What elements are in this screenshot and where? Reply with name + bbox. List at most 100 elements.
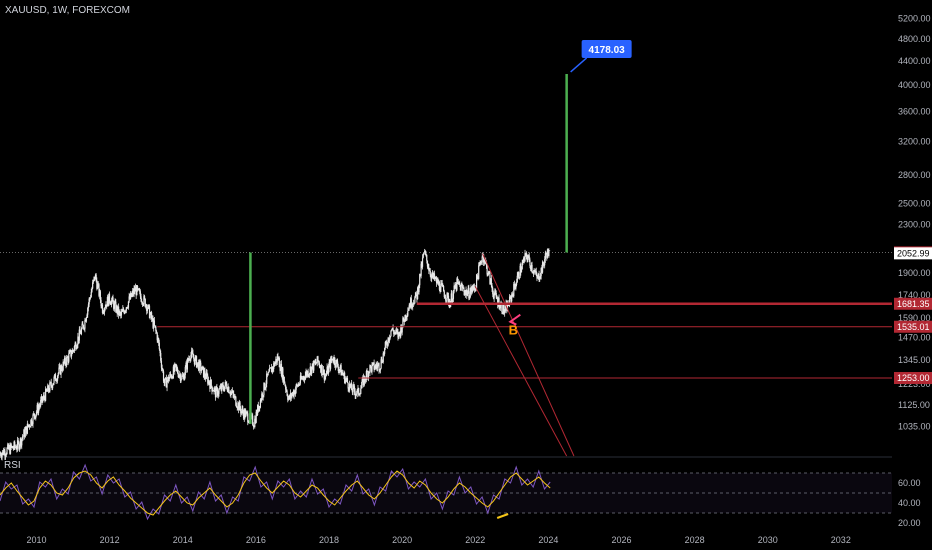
candle-body bbox=[405, 316, 408, 319]
candle-body bbox=[445, 297, 447, 301]
candle-body bbox=[39, 405, 41, 407]
candle-body bbox=[508, 305, 510, 306]
candle-body bbox=[422, 254, 424, 258]
candle-body bbox=[499, 308, 501, 309]
candle-body bbox=[125, 307, 127, 311]
candle-body bbox=[236, 407, 238, 408]
candle-body bbox=[134, 288, 136, 292]
candle-body bbox=[332, 360, 335, 363]
candle-body bbox=[541, 268, 543, 273]
candle-body bbox=[303, 376, 305, 379]
candle-body bbox=[311, 366, 313, 374]
candle-body bbox=[295, 384, 297, 390]
candle-body bbox=[19, 438, 21, 446]
candle-body bbox=[25, 426, 27, 430]
candle-body bbox=[242, 412, 245, 419]
candle-body bbox=[433, 273, 436, 280]
candle-body bbox=[125, 310, 127, 312]
candle-body bbox=[247, 413, 249, 423]
candle-body bbox=[407, 310, 409, 316]
candle-body bbox=[233, 396, 236, 398]
candle-body bbox=[106, 297, 108, 307]
candle-body bbox=[299, 383, 301, 385]
candle-body bbox=[285, 385, 287, 390]
candle-body bbox=[73, 346, 76, 351]
candle-body bbox=[390, 330, 392, 336]
candle-body bbox=[412, 303, 414, 307]
candle-body bbox=[388, 337, 390, 341]
candle-body bbox=[382, 353, 384, 363]
candle-body bbox=[491, 285, 493, 289]
candle-body bbox=[65, 363, 67, 366]
candle-body bbox=[374, 368, 376, 370]
candle-body bbox=[212, 390, 214, 392]
candle-body bbox=[386, 345, 389, 346]
candle-body bbox=[346, 378, 348, 379]
candle-body bbox=[414, 297, 416, 304]
candle-body bbox=[143, 296, 146, 299]
candle-body bbox=[218, 389, 220, 394]
candle-body bbox=[327, 367, 329, 374]
candle-body bbox=[320, 367, 322, 373]
candle-body bbox=[478, 265, 480, 280]
candle-body bbox=[200, 362, 202, 372]
candle-body bbox=[92, 282, 94, 289]
candle-body bbox=[426, 254, 428, 261]
y-tick-label: 3200.00 bbox=[898, 136, 931, 146]
candle-body bbox=[455, 283, 457, 290]
candle-body bbox=[177, 373, 179, 378]
candle-body bbox=[251, 415, 253, 416]
y-tick-label: 1035.00 bbox=[898, 421, 931, 431]
candle-body bbox=[188, 358, 190, 361]
candle-body bbox=[207, 375, 209, 384]
candle-body bbox=[428, 270, 431, 272]
candle-body bbox=[153, 320, 156, 326]
candle-body bbox=[69, 349, 71, 352]
candle-body bbox=[496, 297, 498, 300]
candle-body bbox=[70, 354, 73, 357]
candle-body bbox=[293, 390, 295, 397]
candle-body bbox=[120, 312, 122, 316]
candle-body bbox=[199, 360, 201, 363]
candle-body bbox=[282, 376, 285, 382]
candle-body bbox=[508, 296, 511, 306]
drawing-overlays[interactable]: 4178.03 B bbox=[0, 39, 892, 457]
candle-body bbox=[224, 386, 226, 392]
candle-body bbox=[62, 361, 64, 371]
candle-body bbox=[6, 448, 8, 455]
candle-body bbox=[7, 444, 10, 450]
candle-body bbox=[331, 358, 333, 361]
candle-body bbox=[380, 359, 382, 369]
candle-body bbox=[157, 338, 159, 341]
candle-body bbox=[142, 304, 144, 305]
candle-body bbox=[105, 304, 107, 308]
candle-body bbox=[304, 378, 306, 380]
candle-body bbox=[443, 291, 445, 298]
candle-body bbox=[288, 395, 290, 399]
candle-body bbox=[419, 273, 422, 276]
candle-body bbox=[194, 357, 196, 365]
candle-body bbox=[395, 329, 397, 333]
rsi-highlight-mark bbox=[496, 513, 509, 519]
candle-body bbox=[85, 319, 87, 322]
candle-body bbox=[176, 368, 179, 374]
candle-body bbox=[47, 385, 49, 392]
candle-body bbox=[159, 349, 161, 354]
candle-body bbox=[254, 418, 256, 428]
candle-body bbox=[485, 262, 488, 266]
candle-body bbox=[377, 363, 379, 365]
candle-body bbox=[340, 365, 342, 376]
candle-body bbox=[510, 296, 512, 302]
candle-body bbox=[437, 279, 439, 285]
candle-body bbox=[339, 369, 341, 370]
candle-body bbox=[82, 323, 84, 326]
candle-body bbox=[252, 424, 254, 427]
candle-body bbox=[44, 397, 46, 401]
candle-body bbox=[368, 371, 370, 373]
candle-body bbox=[408, 305, 410, 310]
candle-body bbox=[426, 260, 429, 267]
candle-body bbox=[188, 358, 191, 360]
candle-body bbox=[160, 360, 163, 368]
candle-body bbox=[115, 301, 117, 312]
